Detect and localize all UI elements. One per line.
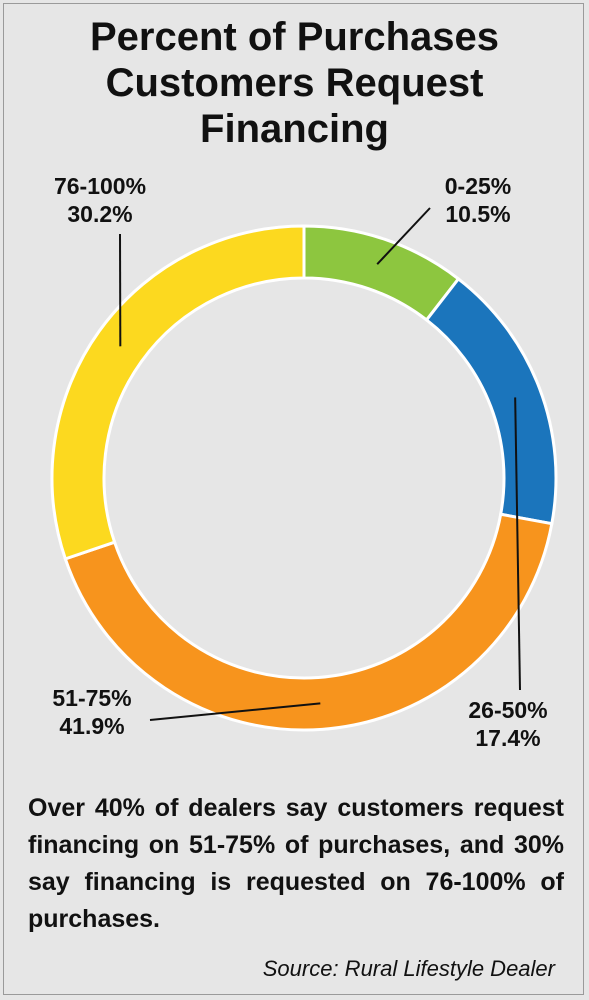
chart-title: Percent of Purchases Customers Request F… bbox=[0, 14, 589, 152]
leader-line-26-50 bbox=[514, 397, 521, 691]
title-line-2: Customers Request bbox=[105, 61, 484, 105]
slice-label-category: 26-50% bbox=[468, 697, 547, 723]
slice-labels: 0-25%10.5% 26-50%17.4% 51-75%41.9% 76-100%3… bbox=[52, 173, 547, 751]
slice-label-value: 10.5% bbox=[445, 201, 510, 227]
donut-slice-51-75 bbox=[63, 512, 554, 732]
donut-slices bbox=[50, 224, 558, 732]
slice-label-category: 51-75% bbox=[52, 685, 131, 711]
leader-lines bbox=[119, 207, 521, 721]
title-line-3: Financing bbox=[200, 107, 389, 151]
title-line-1: Percent of Purchases bbox=[89, 15, 500, 59]
slice-label-category: 76-100% bbox=[54, 173, 146, 199]
slice-label-category: 0-25% bbox=[445, 173, 511, 199]
source-note: Source: Rural Lifestyle Dealer bbox=[262, 956, 555, 981]
donut-slice-0-25 bbox=[302, 224, 461, 323]
slice-label-value: 41.9% bbox=[59, 713, 124, 739]
slice-label-value: 30.2% bbox=[67, 201, 132, 227]
donut-chart: 0-25%10.5% 26-50%17.4% 51-75%41.9% 76-100%3… bbox=[50, 173, 558, 751]
chart-caption: Over 40% of dealers say customers reques… bbox=[28, 794, 564, 933]
leader-line-0-25 bbox=[376, 207, 431, 265]
donut-slice-76-100 bbox=[50, 224, 306, 561]
slice-label-value: 17.4% bbox=[475, 725, 540, 751]
leader-line-51-75 bbox=[149, 702, 321, 721]
donut-slice-26-50 bbox=[424, 276, 558, 526]
